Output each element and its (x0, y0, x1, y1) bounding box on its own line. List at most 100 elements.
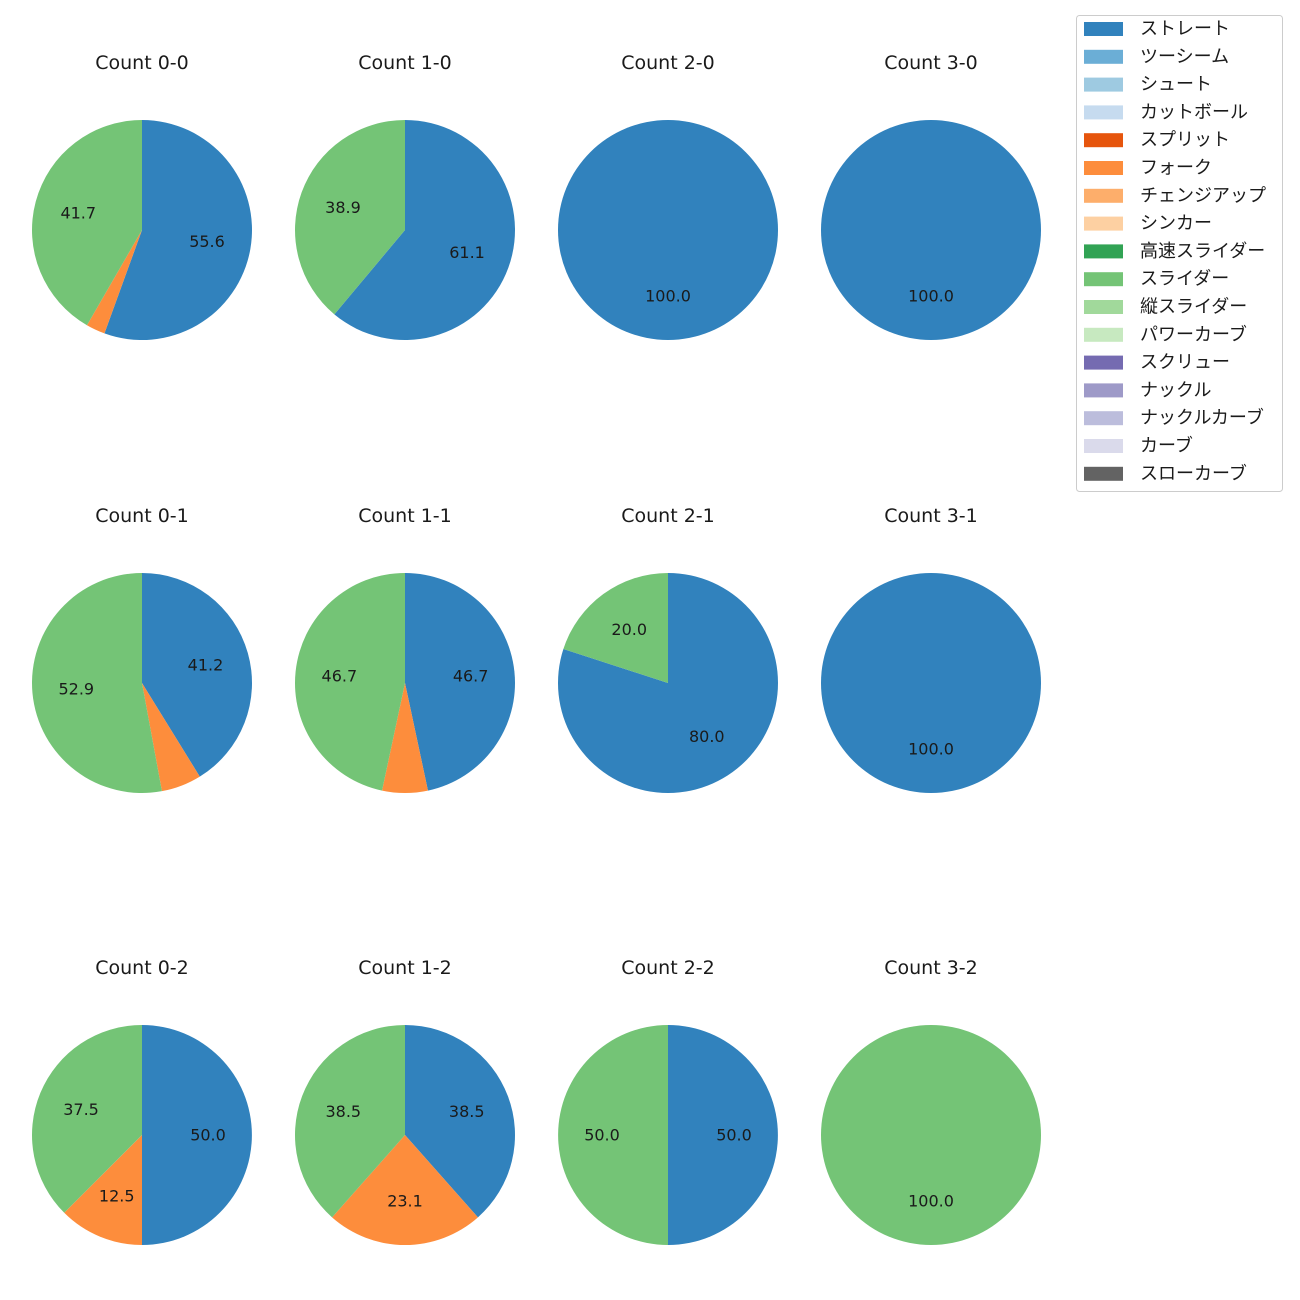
pie-chart: Count 1-1 46.7 46.7 (294, 505, 516, 794)
legend-swatch (1084, 244, 1123, 259)
legend-label: ストレート (1140, 19, 1230, 40)
pie-slice (332, 1135, 478, 1245)
pie-title: Count 0-2 (95, 957, 189, 979)
pie-chart: Count 2-0 100.0 (558, 52, 778, 340)
legend-entry: ストレート (1084, 19, 1230, 40)
legend-swatch (1084, 133, 1123, 148)
legend-label: スプリット (1140, 130, 1230, 151)
legend-swatch (1084, 105, 1123, 120)
pie-title: Count 3-1 (884, 505, 978, 527)
pie-slice-label: 20.0 (611, 620, 647, 639)
legend-entry: ツーシーム (1084, 46, 1229, 67)
pie-slice-label: 46.7 (322, 667, 358, 686)
pie-slice-label: 12.5 (99, 1186, 135, 1205)
pie-title: Count 1-1 (358, 505, 452, 527)
pie-slice-label: 50.0 (716, 1126, 752, 1145)
pie-title: Count 3-2 (884, 957, 978, 979)
legend-entry: スローカーブ (1084, 462, 1247, 484)
legend-entry: カットボール (1084, 102, 1248, 123)
legend-label: ナックルカーブ (1140, 407, 1264, 429)
pie-slice (334, 120, 515, 340)
pie-slice (142, 573, 252, 777)
legend-label: カットボール (1140, 102, 1248, 123)
pie-title: Count 2-1 (621, 505, 715, 527)
pie-slice (142, 683, 200, 792)
legend-swatch (1084, 272, 1123, 287)
pie-slice (405, 573, 516, 791)
legend-entry: スクリュー (1084, 352, 1230, 373)
pie-slice-label: 80.0 (689, 727, 725, 746)
pie-slice-label: 38.9 (325, 198, 361, 217)
legend-entry: シュート (1084, 74, 1212, 95)
legend-swatch (1084, 216, 1123, 231)
legend-frame (1076, 15, 1283, 492)
pie-slice (142, 1025, 252, 1245)
legend-label: チェンジアップ (1140, 185, 1266, 206)
pie-slice-label: 100.0 (645, 287, 691, 306)
legend-entry: チェンジアップ (1084, 185, 1266, 206)
pie-slice-label: 46.7 (453, 667, 489, 686)
pie-chart: Count 3-1 100.0 (821, 505, 1041, 793)
legend-swatch (1084, 411, 1123, 426)
pie-slice-label: 38.5 (325, 1102, 361, 1121)
pie-slice-label: 52.9 (58, 680, 94, 699)
legend-swatch (1084, 49, 1123, 64)
pie-chart: Count 3-0 100.0 (821, 52, 1041, 340)
pie-slice (563, 573, 668, 683)
pie-chart: Count 3-2 100.0 (821, 957, 1041, 1245)
pie-slice (86, 230, 142, 334)
pie-slice-label: 41.7 (60, 203, 96, 222)
legend-label: スローカーブ (1140, 462, 1247, 484)
pie-slice-label: 41.2 (188, 655, 224, 674)
legend-label: ナックル (1140, 380, 1211, 401)
pie-title: Count 2-0 (621, 52, 715, 74)
pie-slice (64, 1135, 142, 1245)
legend-label: 高速スライダー (1140, 241, 1265, 262)
pie-slice (821, 1025, 1041, 1245)
pie-slice (295, 1025, 405, 1218)
pie-slice-label: 61.1 (449, 243, 485, 262)
pie-slice-label: 38.5 (449, 1102, 485, 1121)
legend-swatch (1084, 466, 1123, 481)
legend-label: シュート (1140, 74, 1212, 95)
pie-slice (104, 120, 252, 340)
pie-slice (32, 120, 142, 326)
pie-slice-label: 37.5 (63, 1100, 99, 1119)
pie-slice (32, 1025, 142, 1213)
pie-title: Count 2-2 (621, 957, 715, 979)
legend-label: 縦スライダー (1140, 297, 1247, 318)
pie-slice (294, 120, 405, 315)
pie-title: Count 0-1 (95, 505, 189, 527)
legend-swatch (1084, 439, 1123, 453)
pie-slice (668, 1025, 778, 1245)
legend-entry: 高速スライダー (1084, 241, 1265, 262)
pie-slice-label: 50.0 (190, 1126, 226, 1145)
legend-swatch (1084, 383, 1123, 398)
legend-label: ツーシーム (1140, 46, 1229, 67)
pie-slice-label: 100.0 (908, 1192, 954, 1211)
pie-slice-label: 50.0 (584, 1126, 620, 1145)
legend-swatch (1084, 355, 1123, 370)
pie-title: Count 0-0 (95, 52, 189, 74)
legend-swatch (1084, 327, 1123, 342)
pie-slice (31, 573, 162, 793)
legend: ストレートツーシームシュートカットボールスプリットフォークチェンジアップシンカー… (1076, 15, 1283, 492)
pie-slice (382, 683, 428, 794)
legend-items: ストレートツーシームシュートカットボールスプリットフォークチェンジアップシンカー… (1084, 19, 1266, 484)
pie-slice-label: 55.6 (189, 232, 225, 251)
pie-slice (558, 1025, 668, 1245)
pie-slice (821, 573, 1041, 793)
legend-label: スライダー (1140, 269, 1229, 290)
pie-title: Count 1-2 (358, 957, 452, 979)
legend-entry: スプリット (1084, 130, 1230, 151)
pie-chart: Count 1-0 61.1 38.9 (294, 52, 515, 340)
legend-entry: スライダー (1084, 269, 1229, 290)
legend-label: シンカー (1140, 213, 1212, 234)
legend-entry: パワーカーブ (1084, 323, 1247, 345)
legend-entry: ナックル (1084, 380, 1211, 401)
legend-swatch (1084, 161, 1123, 175)
legend-label: スクリュー (1140, 352, 1230, 373)
pie-chart: Count 2-2 50.0 50.0 (558, 957, 778, 1245)
legend-entry: 縦スライダー (1084, 297, 1247, 318)
